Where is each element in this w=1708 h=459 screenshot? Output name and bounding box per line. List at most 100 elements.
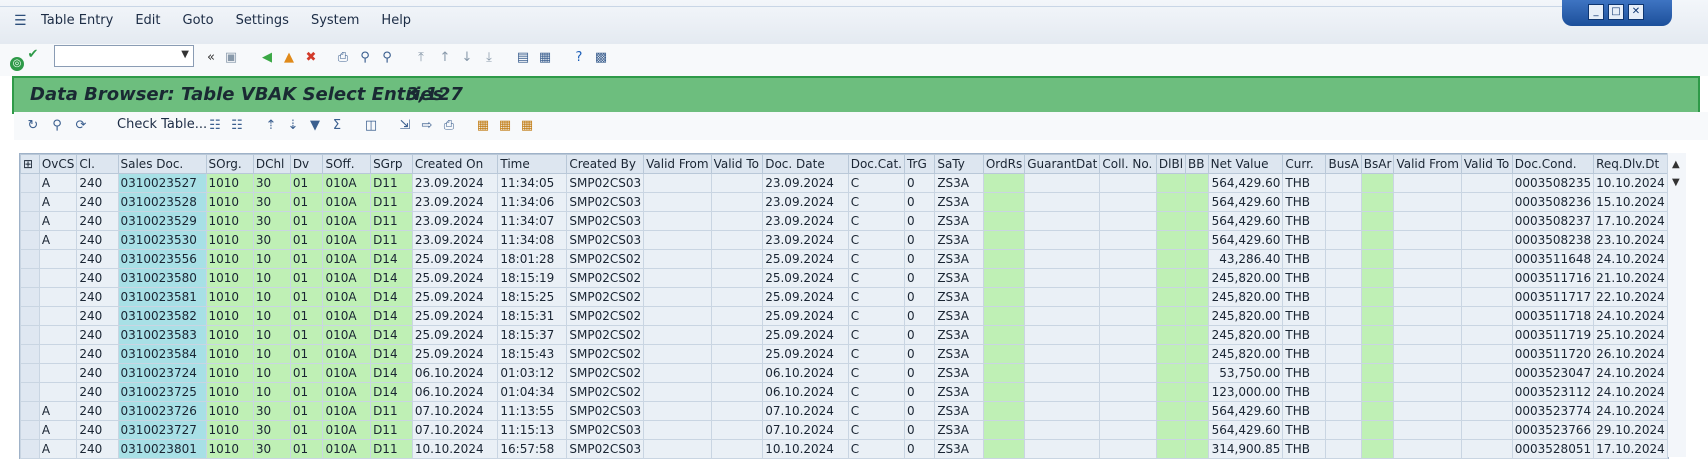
table-cell[interactable]: 1010 [205,382,254,402]
table-cell[interactable] [643,268,712,288]
table-cell[interactable]: D14 [370,344,413,364]
table-cell[interactable] [1155,420,1187,440]
table-cell[interactable] [38,306,78,326]
table-cell[interactable]: 25.09.2024 [762,268,849,288]
table-cell[interactable]: 21.10.2024 [1593,268,1668,288]
column-header[interactable]: Net Value [1207,154,1284,174]
table-cell[interactable]: 0 [903,173,936,193]
table-cell[interactable]: 10 [252,249,291,269]
table-cell[interactable]: 30 [252,420,291,440]
table-cell[interactable] [1024,268,1101,288]
table-cell[interactable] [1099,401,1157,421]
back-icon[interactable]: ◀ [262,50,272,65]
close-icon[interactable]: ✕ [1628,4,1644,20]
select-all-icon[interactable]: ☷ [231,118,243,133]
table-cell[interactable]: 01 [289,306,324,326]
table-cell[interactable] [1185,230,1209,250]
table-cell[interactable] [1155,192,1187,212]
table-cell[interactable]: 240 [76,268,119,288]
table-cell[interactable]: 10 [252,325,291,345]
table-cell[interactable]: 0310023527 [117,173,207,193]
export-local-icon[interactable]: ⇨ [421,118,433,133]
table-cell[interactable] [1460,192,1513,212]
first-page-icon[interactable]: ⤒ [418,50,424,65]
table-cell[interactable]: THB [1282,249,1327,269]
table-cell[interactable] [1393,287,1462,307]
table-cell[interactable]: 0003508238 [1511,230,1595,250]
table-cell[interactable] [1325,268,1362,288]
table-cell[interactable] [1099,306,1157,326]
table-cell[interactable] [1460,249,1513,269]
table-cell[interactable]: 240 [76,344,119,364]
table-cell[interactable]: 245,820.00 [1207,306,1284,326]
column-header[interactable]: Sales Doc. [117,154,207,174]
table-cell[interactable] [1360,192,1395,212]
table-cell[interactable]: 0310023726 [117,401,207,421]
table-cell[interactable] [1325,439,1362,459]
row-selector[interactable] [20,192,40,212]
table-cell[interactable]: 10.10.2024 [411,439,499,459]
table-cell[interactable]: SMP02CS02 [566,249,645,269]
table-cell[interactable] [1393,249,1462,269]
table-cell[interactable] [643,401,712,421]
table-cell[interactable]: 1010 [205,306,254,326]
table-cell[interactable] [1393,268,1462,288]
table-cell[interactable]: 06.10.2024 [411,382,499,402]
table-cell[interactable]: ZS3A [934,192,984,212]
table-cell[interactable]: A [38,211,78,231]
table-cell[interactable] [710,382,764,402]
table-cell[interactable]: 43,286.40 [1207,249,1284,269]
table-cell[interactable]: C [847,344,905,364]
table-cell[interactable] [643,230,712,250]
table-cell[interactable]: 0 [903,420,936,440]
table-cell[interactable] [643,211,712,231]
column-header[interactable]: SaTy [934,154,984,174]
table-row[interactable]: 240 0310023580 1010 10 01 010A D14 25.09.2024 18… [20,268,1668,288]
table-cell[interactable]: 0 [903,344,936,364]
table-cell[interactable]: THB [1282,382,1327,402]
row-selector[interactable] [20,211,40,231]
row-selector[interactable] [20,268,40,288]
table-cell[interactable] [710,268,764,288]
table-cell[interactable] [38,382,78,402]
table-row[interactable]: A 240 0310023527 1010 30 01 010A D11 23.09.2024 1… [20,173,1668,193]
table-cell[interactable] [1099,439,1157,459]
table-cell[interactable] [1099,325,1157,345]
table-cell[interactable] [982,325,1026,345]
table-cell[interactable]: 010A [322,211,372,231]
table-cell[interactable]: 01 [289,192,324,212]
table-cell[interactable]: 25.09.2024 [762,306,849,326]
exit-icon[interactable]: ▲ [284,50,294,65]
table-cell[interactable]: 01 [289,363,324,383]
enter-check-icon[interactable]: ✔ [27,47,39,62]
table-cell[interactable]: 010A [322,439,372,459]
table-cell[interactable]: 10.10.2024 [1593,173,1668,193]
table-cell[interactable]: 1010 [205,230,254,250]
table-cell[interactable]: 240 [76,230,119,250]
table-cell[interactable]: A [38,401,78,421]
table-cell[interactable]: SMP02CS03 [566,420,645,440]
table-cell[interactable]: SMP02CS02 [566,344,645,364]
table-cell[interactable]: 18:01:28 [497,249,568,269]
column-header[interactable]: TrG [903,154,936,174]
table-cell[interactable] [1360,173,1395,193]
table-cell[interactable]: 245,820.00 [1207,268,1284,288]
menu-item-settings[interactable]: Settings [235,13,289,28]
column-header[interactable]: Coll. No. [1099,154,1157,174]
table-cell[interactable] [643,173,712,193]
table-cell[interactable] [982,287,1026,307]
table-cell[interactable]: A [38,420,78,440]
table-cell[interactable] [643,287,712,307]
row-selector[interactable] [20,382,40,402]
table-cell[interactable] [710,249,764,269]
table-cell[interactable] [1460,401,1513,421]
table-cell[interactable]: 123,000.00 [1207,382,1284,402]
table-cell[interactable] [1460,287,1513,307]
table-cell[interactable] [982,249,1026,269]
table-cell[interactable]: 24.10.2024 [1593,382,1668,402]
table-cell[interactable]: D11 [370,211,413,231]
table-cell[interactable]: 0003523047 [1511,363,1595,383]
table-cell[interactable]: 23.09.2024 [411,230,499,250]
table-cell[interactable]: 24.10.2024 [1593,363,1668,383]
column-header[interactable]: Doc. Date [762,154,849,174]
